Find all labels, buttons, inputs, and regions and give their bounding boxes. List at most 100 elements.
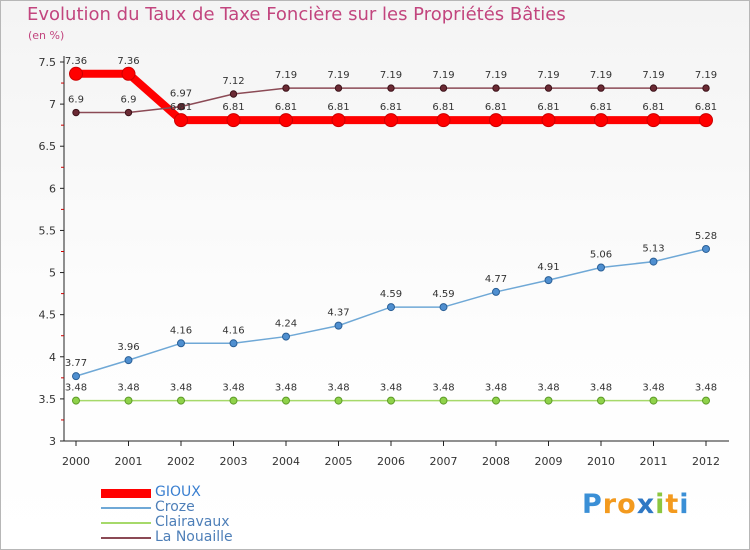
data-label-gioux: 6.81 xyxy=(485,102,507,113)
data-label-gioux: 7.36 xyxy=(65,56,87,67)
data-point-clairavaux xyxy=(72,396,80,405)
y-tick-label: 6.5 xyxy=(39,140,57,153)
data-label-clairavaux: 3.48 xyxy=(117,383,139,394)
data-point-clairavaux xyxy=(597,396,605,405)
data-point-croze xyxy=(334,321,343,330)
legend-label: Clairavaux xyxy=(155,514,230,530)
data-label-croze: 4.77 xyxy=(485,274,507,285)
data-label-la-nouaille: 7.19 xyxy=(327,70,349,81)
y-tick-label: 5.5 xyxy=(39,224,57,237)
data-point-clairavaux xyxy=(229,396,238,405)
data-label-croze: 3.77 xyxy=(65,358,87,369)
data-label-clairavaux: 3.48 xyxy=(695,383,717,394)
data-point-gioux xyxy=(69,66,83,81)
y-tick-label: 4 xyxy=(49,351,56,364)
data-label-gioux: 6.81 xyxy=(642,102,664,113)
x-tick-label: 2008 xyxy=(482,455,510,468)
data-label-clairavaux: 3.48 xyxy=(222,383,244,394)
data-point-croze xyxy=(649,257,658,266)
y-tick-label: 3 xyxy=(49,435,56,448)
data-point-clairavaux xyxy=(177,396,185,405)
data-point-clairavaux xyxy=(544,396,553,405)
data-point-gioux xyxy=(331,113,346,128)
data-label-croze: 3.96 xyxy=(117,342,139,353)
data-label-gioux: 6.81 xyxy=(275,102,297,113)
data-point-gioux xyxy=(226,113,241,128)
data-label-croze: 4.59 xyxy=(380,289,402,300)
logo-letter: P xyxy=(582,489,603,520)
logo-letter: i xyxy=(655,489,666,520)
data-point-gioux xyxy=(279,113,293,128)
data-label-clairavaux: 3.48 xyxy=(275,383,297,394)
data-label-croze: 4.16 xyxy=(222,325,244,336)
x-tick-label: 2004 xyxy=(272,455,300,468)
data-label-clairavaux: 3.48 xyxy=(65,383,87,394)
logo-letter: r xyxy=(602,489,618,520)
data-point-clairavaux xyxy=(387,396,395,405)
x-tick-label: 2009 xyxy=(535,455,563,468)
data-point-croze xyxy=(387,303,395,312)
data-label-clairavaux: 3.48 xyxy=(590,383,612,394)
data-point-la-nouaille xyxy=(649,84,658,92)
series-lines xyxy=(69,66,713,405)
logo-letter: i xyxy=(679,489,690,520)
data-point-croze xyxy=(177,339,185,348)
data-point-la-nouaille xyxy=(229,90,238,98)
logo-letter: t xyxy=(665,489,680,520)
proxiti-logo: Proxiti xyxy=(582,489,690,520)
legend-label: Croze xyxy=(155,499,195,515)
data-label-croze: 4.91 xyxy=(537,262,559,273)
x-tick-label: 2006 xyxy=(377,455,405,468)
data-point-gioux xyxy=(436,113,451,128)
data-point-croze xyxy=(282,332,290,341)
legend-label: GIOUX xyxy=(155,484,201,500)
data-point-croze xyxy=(439,303,448,312)
data-point-clairavaux xyxy=(649,396,658,405)
data-point-la-nouaille xyxy=(72,108,80,117)
data-label-gioux: 6.81 xyxy=(222,102,244,113)
data-point-la-nouaille xyxy=(702,84,710,92)
data-point-la-nouaille xyxy=(387,84,395,92)
x-tick-label: 2007 xyxy=(430,455,458,468)
data-point-gioux xyxy=(594,113,608,128)
y-tick-label: 7.5 xyxy=(39,56,57,69)
data-point-croze xyxy=(702,244,710,253)
data-label-la-nouaille: 7.19 xyxy=(380,70,402,81)
data-label-gioux: 6.81 xyxy=(590,102,612,113)
data-label-gioux: 6.81 xyxy=(432,102,454,113)
data-label-croze: 4.16 xyxy=(170,325,192,336)
data-point-clairavaux xyxy=(439,396,448,405)
data-point-croze xyxy=(492,287,500,296)
data-label-la-nouaille: 7.19 xyxy=(642,70,664,81)
y-tick-label: 4.5 xyxy=(39,309,57,322)
data-point-clairavaux xyxy=(492,396,500,405)
data-label-gioux: 7.36 xyxy=(117,56,139,67)
y-tick-label: 5 xyxy=(49,267,56,280)
x-tick-label: 2000 xyxy=(62,455,90,468)
data-label-gioux: 6.81 xyxy=(170,102,192,113)
data-label-clairavaux: 3.48 xyxy=(485,383,507,394)
data-point-croze xyxy=(124,356,133,365)
data-point-clairavaux xyxy=(334,396,343,405)
series-line-croze xyxy=(75,248,707,377)
x-tick-label: 2002 xyxy=(167,455,195,468)
data-label-clairavaux: 3.48 xyxy=(432,383,454,394)
data-label-croze: 4.37 xyxy=(327,308,349,319)
data-label-croze: 4.59 xyxy=(432,289,454,300)
x-tick-label: 2003 xyxy=(220,455,248,468)
data-label-clairavaux: 3.48 xyxy=(170,383,192,394)
data-point-croze xyxy=(229,339,238,348)
x-tick-label: 2011 xyxy=(640,455,668,468)
data-point-gioux xyxy=(121,66,136,81)
data-label-la-nouaille: 6.9 xyxy=(68,95,84,106)
data-label-croze: 5.13 xyxy=(642,244,664,255)
data-point-la-nouaille xyxy=(177,102,185,111)
data-point-la-nouaille xyxy=(282,84,290,92)
data-label-la-nouaille: 7.19 xyxy=(537,70,559,81)
data-point-la-nouaille xyxy=(544,84,553,92)
logo-letter: x xyxy=(636,489,656,520)
legend-swatch xyxy=(101,507,151,509)
data-label-la-nouaille: 7.19 xyxy=(432,70,454,81)
data-label-croze: 5.28 xyxy=(695,231,717,242)
data-label-gioux: 6.81 xyxy=(327,102,349,113)
